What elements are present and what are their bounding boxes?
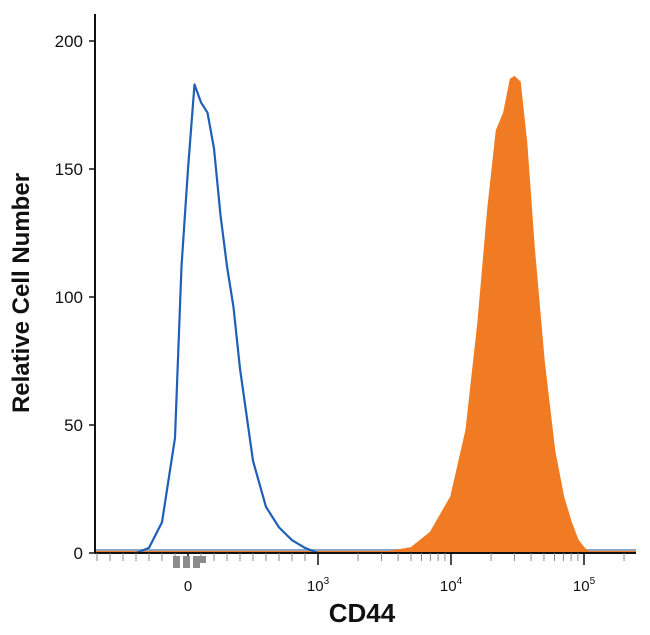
- x-axis-label: CD44: [329, 598, 396, 628]
- x-tick-label: 104: [440, 576, 463, 595]
- gray-marker-block: [200, 556, 206, 563]
- gray-marker-blocks: [173, 556, 206, 568]
- series-layer: [135, 76, 591, 555]
- series-0-outline-histogram: [135, 83, 319, 555]
- y-tick-label: 0: [74, 544, 83, 563]
- axes-layer: [94, 14, 636, 554]
- y-tick-label: 150: [55, 160, 83, 179]
- y-tick-label: 200: [55, 32, 83, 51]
- series-1-filled-histogram: [380, 76, 591, 554]
- x-ticks: 0 103 104 105: [96, 553, 625, 595]
- x-tick-label: 103: [307, 576, 330, 595]
- y-ticks: 0 50 100 150 200: [55, 32, 95, 563]
- gray-marker-block: [193, 556, 200, 568]
- gray-marker-block: [173, 556, 180, 568]
- y-tick-label: 50: [64, 416, 83, 435]
- x-tick-label: 105: [573, 576, 596, 595]
- y-tick-label: 100: [55, 288, 83, 307]
- x-tick-label: 0: [184, 578, 192, 595]
- gray-marker-block: [183, 556, 190, 568]
- y-axis-label: Relative Cell Number: [8, 173, 35, 413]
